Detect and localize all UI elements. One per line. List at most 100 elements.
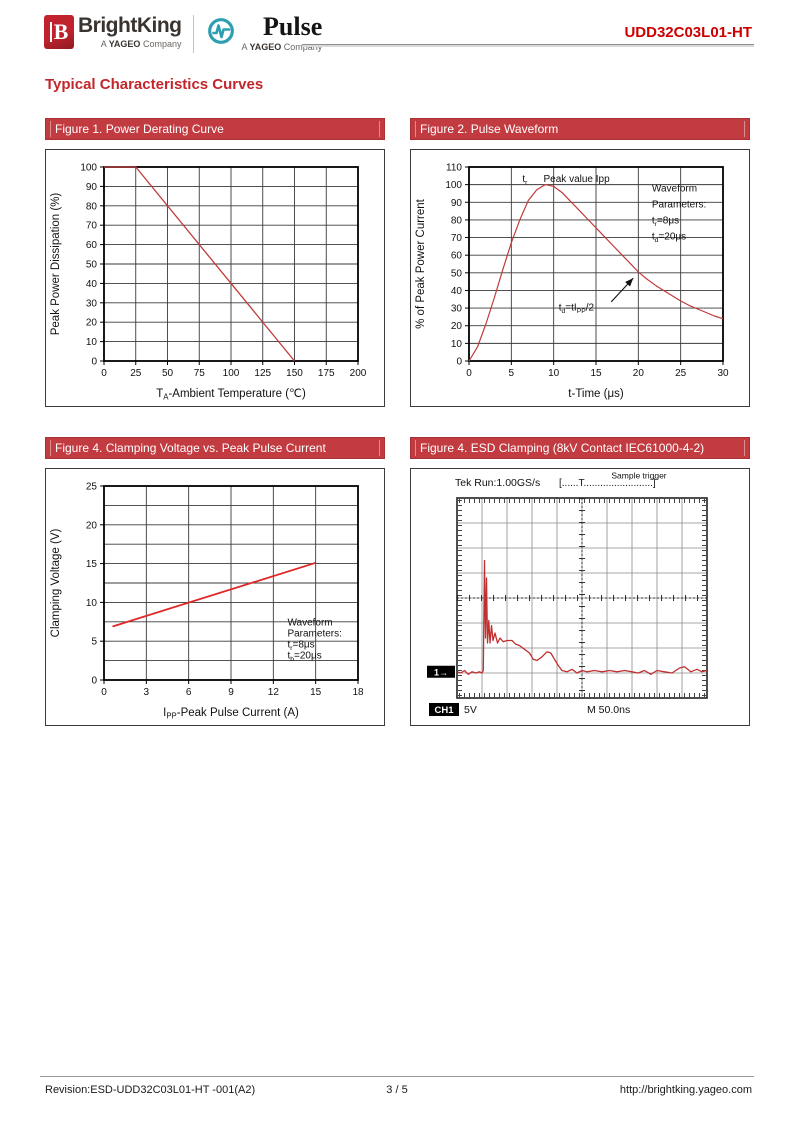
svg-text:10: 10 [86, 598, 98, 609]
svg-text:10: 10 [451, 339, 463, 350]
svg-text:10: 10 [548, 368, 560, 379]
figure-3-header: Figure 4. Clamping Voltage vs. Peak Puls… [45, 437, 385, 459]
svg-text:0: 0 [466, 368, 472, 379]
tagline-yageo: YAGEO [249, 41, 282, 52]
svg-text:15: 15 [86, 559, 98, 570]
pulse-logo-icon [206, 16, 236, 51]
pulse-wordmark: Pulse [263, 12, 323, 41]
figure-3-canvas: 0 3 6 9 12 15 180510152025WaveformParameters:t… [50, 482, 364, 721]
svg-text:5: 5 [91, 637, 97, 648]
svg-text:200: 200 [350, 368, 367, 379]
figure-3-title: Figure 4. Clamping Voltage vs. Peak Puls… [55, 441, 326, 455]
chart-annotation: tr [522, 174, 528, 187]
svg-text:100: 100 [223, 368, 240, 379]
svg-text:20: 20 [451, 321, 463, 332]
figure-4-panel: Figure 4. ESD Clamping (8kV Contact IEC6… [410, 437, 750, 726]
chart-annotation: tr=8μs [652, 215, 679, 228]
svg-text:70: 70 [451, 233, 463, 244]
footer-revision: Revision:ESD-UDD32C03L01-HT -001(A2) [45, 1084, 256, 1096]
footer-url[interactable]: http://brightking.yageo.com [619, 1084, 752, 1096]
brightking-tagline: A YAGEO Company [101, 39, 182, 49]
svg-text:5: 5 [509, 368, 515, 379]
svg-text:20: 20 [86, 520, 98, 531]
svg-text:25: 25 [130, 368, 142, 379]
svg-text:0: 0 [91, 676, 97, 687]
svg-text:15: 15 [310, 687, 322, 698]
chart-annotation: td=tIPP/2 [559, 303, 595, 316]
part-number: UDD32C03L01-HT [624, 24, 752, 41]
figure-1-canvas: 0 25 50 75 100 125 150 175 200 0 10 20 30 40 50 60 70 80 9… [50, 163, 367, 402]
clamping-voltage-curve [112, 561, 316, 628]
scope-trace [456, 559, 708, 675]
brightking-wordmark: BrightKing [78, 14, 182, 37]
svg-text:50: 50 [451, 268, 463, 279]
svg-text:90: 90 [86, 182, 98, 193]
svg-text:9: 9 [228, 687, 234, 698]
tagline-yageo: YAGEO [108, 39, 141, 50]
brightking-logo-bar [49, 22, 52, 42]
svg-text:60: 60 [86, 240, 98, 251]
svg-text:150: 150 [286, 368, 303, 379]
svg-text:125: 125 [254, 368, 271, 379]
figure-3-body: 0 3 6 9 12 15 18 0 5 10 15 20 25 Waveform Parameters: t… [45, 468, 385, 726]
chart-annotation: tb=20μs [287, 650, 321, 663]
figure-1-title: Figure 1. Power Derating Curve [55, 122, 224, 136]
x-axis-label: t-Time (μs) [568, 388, 624, 400]
svg-text:20: 20 [633, 368, 645, 379]
svg-text:0: 0 [101, 368, 107, 379]
chart-annotation: Parameters: [287, 629, 341, 640]
svg-text:50: 50 [86, 260, 98, 271]
scope-run-label: Tek Run:1.00GS/s [455, 477, 540, 489]
figure-2-header: Figure 2. Pulse Waveform [410, 118, 750, 140]
svg-text:12: 12 [268, 687, 280, 698]
logo-row: B BrightKing A YAGEO Company Pulse A YAG… [44, 12, 323, 53]
brightking-logo-letter: B [53, 19, 69, 44]
chart-annotation: Waveform [287, 618, 332, 629]
svg-text:0: 0 [101, 687, 107, 698]
svg-text:60: 60 [451, 251, 463, 262]
svg-text:80: 80 [86, 201, 98, 212]
svg-text:110: 110 [446, 163, 462, 174]
figure-2-body: 0 5 10 15 20 25 30 0 10 20 30 40 50 60 70 80 90 100 110 tr P… [410, 149, 750, 407]
tagline-prefix: A [100, 39, 107, 50]
svg-text:15: 15 [590, 368, 602, 379]
brightking-logo: B BrightKing A YAGEO Company [44, 14, 182, 49]
chart-annotation: tr=8μs [287, 639, 314, 652]
svg-text:18: 18 [352, 687, 364, 698]
figure-2-title: Figure 2. Pulse Waveform [420, 122, 559, 136]
figure-1-body: 0 25 50 75 100 125 150 175 200 0 10 20 30 40 50 60 70 80 9… [45, 149, 385, 407]
y-axis-label: Clamping Voltage (V) [50, 528, 62, 637]
chart-annotation: Peak value Ipp [544, 174, 611, 185]
svg-text:0: 0 [91, 357, 97, 368]
scope-channel-badge: CH1 [434, 705, 454, 716]
chart-annotation: td=20μs [652, 231, 686, 244]
pulse-waveform-curve [468, 183, 724, 362]
tagline-prefix: A [241, 41, 247, 52]
footer-rule [40, 1076, 754, 1077]
x-axis-label: IPP-Peak Pulse Current (A) [163, 707, 299, 721]
figure-3-chart: 0 3 6 9 12 15 18 0 5 10 15 20 25 Waveform Parameters: t… [46, 470, 384, 724]
svg-text:25: 25 [86, 482, 98, 493]
svg-text:0: 0 [456, 357, 462, 368]
svg-text:100: 100 [445, 180, 462, 191]
x-axis-label: TA-Ambient Temperature (℃) [156, 388, 306, 402]
svg-text:75: 75 [194, 368, 206, 379]
svg-text:50: 50 [162, 368, 174, 379]
svg-text:175: 175 [318, 368, 335, 379]
scope-trigger-bar: [......T.........................] [559, 478, 656, 489]
figure-4-body: Tek Run:1.00GS/s [......T................… [410, 468, 750, 726]
svg-text:6: 6 [186, 687, 192, 698]
svg-text:100: 100 [80, 163, 97, 174]
svg-text:40: 40 [451, 286, 463, 297]
figure-1-header: Figure 1. Power Derating Curve [45, 118, 385, 140]
scope-timebase: M 50.0ns [587, 704, 630, 716]
scope-trigger-label: Sample trigger [611, 471, 666, 481]
figure-4-scope: Tek Run:1.00GS/s [......T................… [411, 470, 749, 724]
figure-2-panel: Figure 2. Pulse Waveform 0 5 10 15 20 25 30 0 10… [410, 118, 750, 407]
figure-4-canvas: Tek Run:1.00GS/s [......T................… [427, 471, 708, 716]
svg-text:40: 40 [86, 279, 98, 290]
figure-1-chart: 0 25 50 75 100 125 150 175 200 0 10 20 30 40 50 60 70 80 9… [46, 151, 384, 405]
svg-text:70: 70 [86, 221, 98, 232]
figure-4-title: Figure 4. ESD Clamping (8kV Contact IEC6… [420, 441, 705, 455]
